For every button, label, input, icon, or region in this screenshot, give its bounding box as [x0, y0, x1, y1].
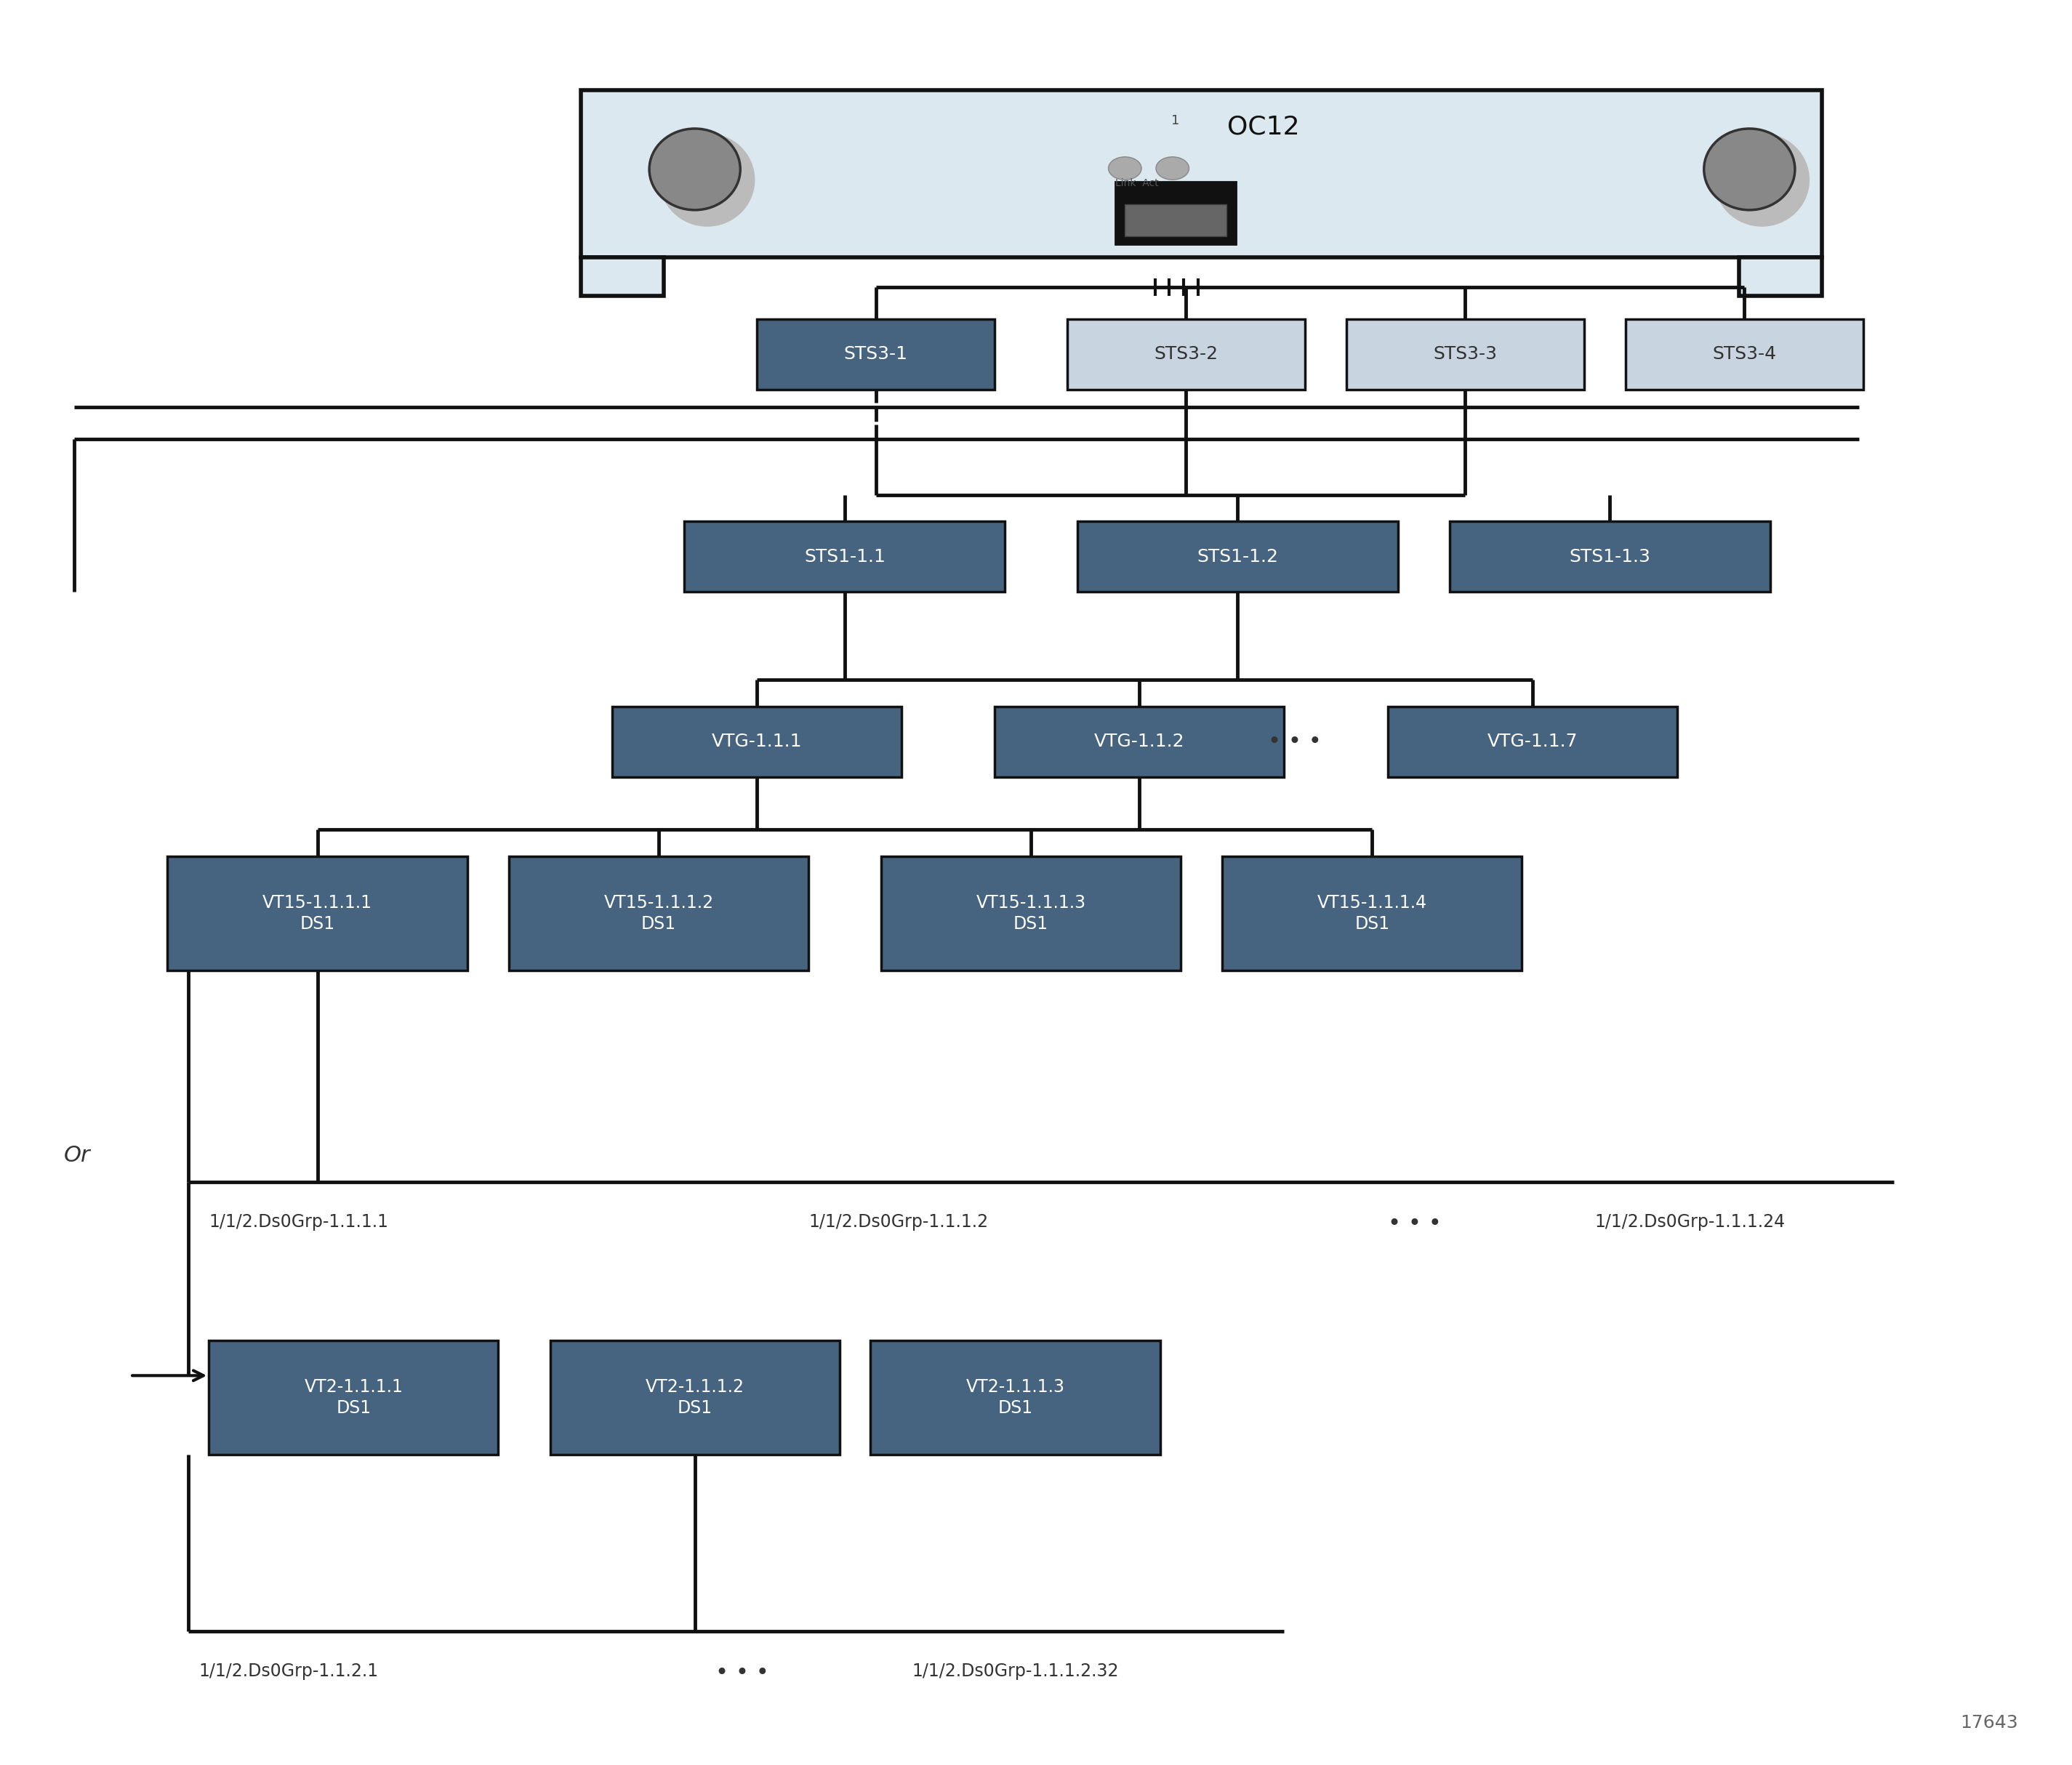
FancyBboxPatch shape — [1222, 856, 1523, 971]
FancyBboxPatch shape — [1125, 205, 1227, 237]
Text: Or: Or — [64, 1145, 91, 1167]
Text: STS3-1: STS3-1 — [843, 346, 908, 364]
FancyBboxPatch shape — [1450, 521, 1769, 591]
FancyBboxPatch shape — [684, 521, 1005, 591]
Text: STS3-4: STS3-4 — [1711, 346, 1776, 364]
FancyBboxPatch shape — [611, 706, 901, 777]
Text: • • •: • • • — [715, 1663, 769, 1684]
FancyBboxPatch shape — [1077, 521, 1399, 591]
FancyBboxPatch shape — [1738, 258, 1821, 297]
Ellipse shape — [1109, 157, 1142, 180]
FancyBboxPatch shape — [168, 856, 468, 971]
Text: 1/1/2.Ds0Grp-1.1.1.2.32: 1/1/2.Ds0Grp-1.1.1.2.32 — [912, 1663, 1119, 1680]
Text: VT15-1.1.1.4
DS1: VT15-1.1.1.4 DS1 — [1318, 893, 1428, 934]
Ellipse shape — [1156, 157, 1189, 180]
Text: VTG-1.1.7: VTG-1.1.7 — [1488, 732, 1577, 750]
FancyBboxPatch shape — [1388, 706, 1676, 777]
FancyBboxPatch shape — [1624, 319, 1863, 390]
Text: OC12: OC12 — [1227, 115, 1299, 139]
Text: VT2-1.1.1.2
DS1: VT2-1.1.1.2 DS1 — [644, 1378, 744, 1417]
Text: 1/1/2.Ds0Grp-1.1.1.1: 1/1/2.Ds0Grp-1.1.1.1 — [209, 1214, 387, 1230]
FancyBboxPatch shape — [756, 319, 995, 390]
Text: VT15-1.1.1.2
DS1: VT15-1.1.1.2 DS1 — [603, 893, 713, 934]
FancyBboxPatch shape — [580, 258, 663, 297]
Text: Link  Act: Link Act — [1115, 178, 1158, 189]
Text: 1/1/2.Ds0Grp-1.1.1.24: 1/1/2.Ds0Grp-1.1.1.24 — [1593, 1214, 1784, 1230]
Text: VT2-1.1.1.1
DS1: VT2-1.1.1.1 DS1 — [305, 1378, 402, 1417]
Text: VT15-1.1.1.3
DS1: VT15-1.1.1.3 DS1 — [976, 893, 1086, 934]
FancyBboxPatch shape — [549, 1340, 839, 1454]
FancyBboxPatch shape — [209, 1340, 499, 1454]
Text: 17643: 17643 — [1960, 1714, 2018, 1731]
FancyBboxPatch shape — [881, 856, 1181, 971]
Text: VTG-1.1.1: VTG-1.1.1 — [711, 732, 802, 750]
Text: 1/1/2.Ds0Grp-1.1.2.1: 1/1/2.Ds0Grp-1.1.2.1 — [199, 1663, 377, 1680]
FancyBboxPatch shape — [508, 856, 808, 971]
Ellipse shape — [649, 129, 740, 210]
FancyBboxPatch shape — [870, 1340, 1160, 1454]
Text: VT15-1.1.1.1
DS1: VT15-1.1.1.1 DS1 — [263, 893, 373, 934]
FancyBboxPatch shape — [1067, 319, 1305, 390]
FancyBboxPatch shape — [580, 90, 1821, 258]
Text: VTG-1.1.2: VTG-1.1.2 — [1094, 732, 1185, 750]
FancyBboxPatch shape — [1347, 319, 1583, 390]
Ellipse shape — [1714, 132, 1809, 226]
Text: STS3-2: STS3-2 — [1154, 346, 1218, 364]
Text: VT2-1.1.1.3
DS1: VT2-1.1.1.3 DS1 — [966, 1378, 1065, 1417]
Text: STS1-1.3: STS1-1.3 — [1569, 547, 1651, 565]
Text: 1/1/2.Ds0Grp-1.1.1.2: 1/1/2.Ds0Grp-1.1.1.2 — [808, 1214, 988, 1230]
Text: STS1-1.1: STS1-1.1 — [804, 547, 885, 565]
Ellipse shape — [659, 132, 754, 226]
FancyBboxPatch shape — [1115, 182, 1237, 244]
Ellipse shape — [1703, 129, 1794, 210]
FancyBboxPatch shape — [995, 706, 1285, 777]
Text: • • •: • • • — [1268, 731, 1322, 752]
Text: • • •: • • • — [1388, 1214, 1442, 1235]
Text: STS1-1.2: STS1-1.2 — [1198, 547, 1278, 565]
Text: STS3-3: STS3-3 — [1434, 346, 1498, 364]
Text: 1: 1 — [1171, 115, 1179, 127]
